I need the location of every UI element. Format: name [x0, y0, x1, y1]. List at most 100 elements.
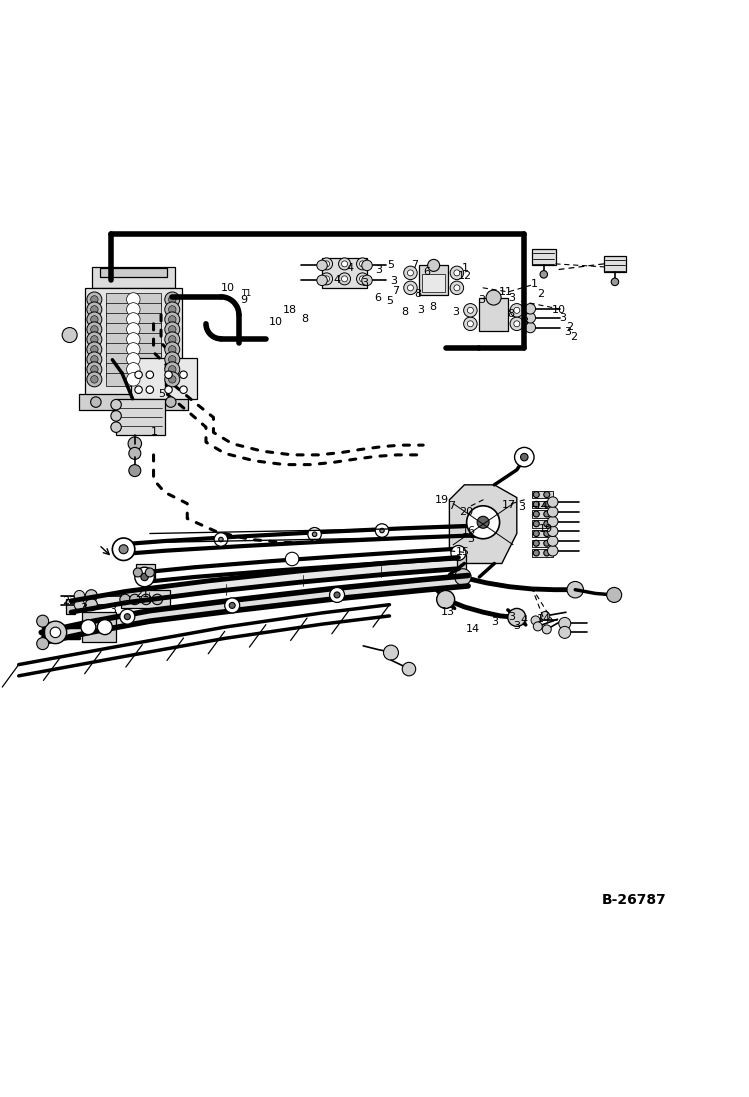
Circle shape — [180, 386, 187, 394]
Circle shape — [540, 271, 548, 279]
Circle shape — [127, 363, 140, 376]
Circle shape — [166, 397, 176, 407]
Circle shape — [87, 292, 102, 307]
Circle shape — [169, 316, 176, 324]
Text: 3: 3 — [361, 279, 369, 289]
Circle shape — [81, 620, 96, 635]
Circle shape — [87, 312, 102, 327]
Circle shape — [486, 290, 501, 305]
Circle shape — [342, 275, 348, 282]
Text: T1: T1 — [241, 289, 252, 297]
Circle shape — [362, 275, 372, 285]
Text: 7: 7 — [448, 501, 455, 511]
Circle shape — [127, 293, 140, 306]
Circle shape — [225, 598, 240, 613]
Text: 8: 8 — [429, 303, 437, 313]
Text: 11: 11 — [500, 286, 513, 296]
Circle shape — [127, 373, 140, 386]
Text: 7: 7 — [410, 260, 418, 270]
Text: 13: 13 — [441, 607, 455, 618]
Circle shape — [544, 550, 550, 556]
Text: 4: 4 — [346, 262, 354, 273]
Circle shape — [477, 517, 489, 529]
Circle shape — [544, 531, 550, 536]
Circle shape — [127, 313, 140, 326]
Text: 5: 5 — [386, 295, 393, 306]
Circle shape — [407, 270, 413, 275]
Bar — [100, 268, 167, 276]
Circle shape — [454, 285, 460, 291]
Circle shape — [112, 538, 135, 561]
Bar — [532, 510, 553, 518]
Text: 10: 10 — [221, 283, 234, 293]
Text: 6: 6 — [423, 267, 431, 278]
Circle shape — [450, 281, 464, 295]
Text: 3: 3 — [513, 621, 521, 631]
Bar — [92, 268, 175, 289]
Bar — [136, 564, 155, 580]
Text: 8: 8 — [301, 315, 309, 325]
Circle shape — [111, 422, 121, 432]
Bar — [106, 313, 161, 326]
Circle shape — [607, 588, 622, 602]
Circle shape — [510, 304, 524, 317]
Circle shape — [533, 531, 539, 536]
Circle shape — [567, 581, 583, 598]
Circle shape — [127, 352, 140, 366]
Circle shape — [165, 371, 172, 378]
Circle shape — [330, 588, 345, 602]
Circle shape — [180, 371, 187, 378]
Text: 2: 2 — [565, 321, 573, 331]
Circle shape — [360, 275, 366, 282]
Circle shape — [510, 317, 524, 330]
Text: 19: 19 — [435, 495, 449, 505]
Circle shape — [464, 317, 477, 330]
Circle shape — [135, 386, 142, 394]
Circle shape — [548, 517, 558, 527]
Circle shape — [229, 602, 235, 609]
Bar — [532, 530, 553, 538]
Text: 14: 14 — [537, 614, 551, 624]
Circle shape — [404, 281, 417, 295]
Circle shape — [165, 321, 180, 337]
Circle shape — [169, 346, 176, 353]
Circle shape — [124, 613, 130, 620]
Circle shape — [127, 342, 140, 357]
Text: 2: 2 — [537, 289, 545, 298]
Circle shape — [285, 552, 299, 566]
Circle shape — [129, 448, 141, 460]
Bar — [85, 289, 182, 397]
Text: 5: 5 — [158, 389, 166, 399]
Bar — [79, 394, 188, 410]
Circle shape — [317, 260, 327, 271]
Bar — [106, 363, 161, 376]
Circle shape — [548, 497, 558, 507]
Bar — [457, 555, 466, 570]
Circle shape — [533, 501, 539, 507]
Text: 4: 4 — [521, 615, 528, 625]
Circle shape — [120, 609, 135, 624]
Circle shape — [91, 375, 98, 383]
Text: 17: 17 — [503, 500, 516, 510]
Bar — [532, 540, 553, 547]
Text: 21: 21 — [136, 589, 149, 599]
Circle shape — [541, 611, 550, 621]
Circle shape — [339, 258, 351, 270]
Text: B-26787: B-26787 — [602, 893, 667, 906]
Circle shape — [508, 609, 526, 626]
Circle shape — [324, 275, 330, 282]
Circle shape — [91, 326, 98, 333]
Circle shape — [404, 267, 417, 280]
Text: 3: 3 — [416, 305, 424, 315]
Circle shape — [165, 312, 180, 327]
Circle shape — [450, 267, 464, 280]
Circle shape — [135, 371, 142, 378]
Circle shape — [362, 260, 372, 271]
Circle shape — [169, 326, 176, 333]
Circle shape — [464, 304, 477, 317]
Circle shape — [525, 304, 536, 314]
Circle shape — [544, 491, 550, 498]
Circle shape — [324, 261, 330, 267]
Text: 6: 6 — [374, 293, 382, 303]
Circle shape — [129, 465, 141, 476]
